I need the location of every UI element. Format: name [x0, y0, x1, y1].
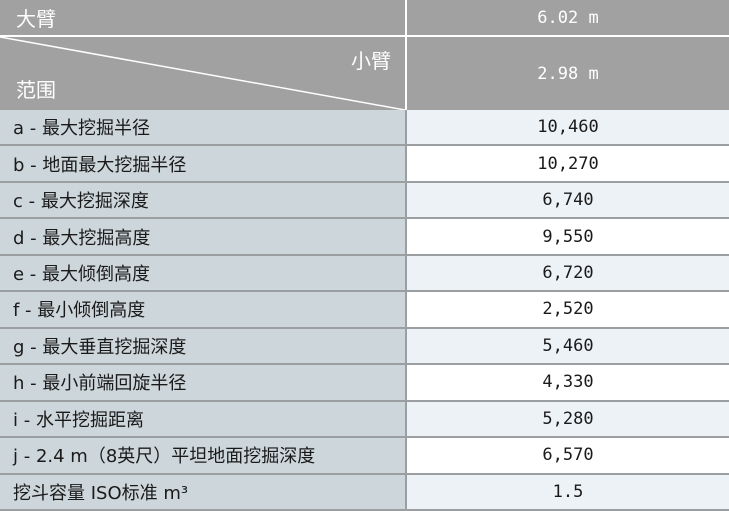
spec-label: d - 最大挖掘高度 — [0, 219, 407, 254]
spec-value: 10,270 — [407, 146, 729, 181]
spec-value: 9,550 — [407, 219, 729, 254]
arm-value: 2.98 m — [537, 63, 599, 84]
spec-value: 4,330 — [407, 365, 729, 400]
spec-label: e - 最大倾倒高度 — [0, 255, 407, 291]
spec-value: 6,570 — [407, 438, 729, 473]
spec-label: b - 地面最大挖掘半径 — [0, 146, 407, 181]
boom-header-cell: 大臂 — [0, 0, 407, 37]
spec-value: 2,520 — [407, 292, 729, 327]
spec-label: c - 最大挖掘深度 — [0, 182, 407, 218]
spec-label: j - 2.4 m（8英尺）平坦地面挖掘深度 — [0, 438, 407, 473]
spec-row-b: b - 地面最大挖掘半径 10,270 — [0, 146, 729, 183]
spec-row-c: c - 最大挖掘深度 6,740 — [0, 182, 729, 220]
spec-row-g: g - 最大垂直挖掘深度 5,460 — [0, 328, 729, 366]
spec-label: 挖斗容量 ISO标准 m³ — [0, 474, 407, 509]
spec-label: i - 水平挖掘距离 — [0, 401, 407, 437]
arm-value-cell: 2.98 m — [407, 37, 729, 110]
spec-row-bucket-capacity: 挖斗容量 ISO标准 m³ 1.5 — [0, 474, 729, 511]
spec-value: 5,460 — [407, 328, 729, 364]
spec-row-h: h - 最小前端回旋半径 4,330 — [0, 365, 729, 402]
spec-value: 1.5 — [407, 474, 729, 509]
spec-value: 6,740 — [407, 182, 729, 218]
spec-row-e: e - 最大倾倒高度 6,720 — [0, 255, 729, 293]
arm-range-header-cell: 小臂 范围 — [0, 37, 407, 110]
spec-row-a: a - 最大挖掘半径 10,460 — [0, 110, 729, 147]
arm-label: 小臂 — [351, 49, 391, 73]
boom-value-cell: 6.02 m — [407, 0, 729, 37]
spec-value: 6,720 — [407, 255, 729, 291]
spec-value: 10,460 — [407, 110, 729, 145]
spec-label: g - 最大垂直挖掘深度 — [0, 328, 407, 364]
spec-row-i: i - 水平挖掘距离 5,280 — [0, 401, 729, 439]
boom-value: 6.02 m — [537, 7, 599, 28]
range-label: 范围 — [16, 78, 56, 102]
boom-label: 大臂 — [16, 7, 56, 31]
spec-row-j: j - 2.4 m（8英尺）平坦地面挖掘深度 6,570 — [0, 438, 729, 475]
table-body: a - 最大挖掘半径 10,460 b - 地面最大挖掘半径 10,270 c … — [0, 110, 729, 511]
spec-label: h - 最小前端回旋半径 — [0, 365, 407, 400]
table-header: 大臂 6.02 m 小臂 范围 2.98 m — [0, 0, 729, 110]
spec-label: a - 最大挖掘半径 — [0, 110, 407, 145]
spec-row-f: f - 最小倾倒高度 2,520 — [0, 292, 729, 329]
spec-row-d: d - 最大挖掘高度 9,550 — [0, 219, 729, 256]
spec-label: f - 最小倾倒高度 — [0, 292, 407, 327]
spec-value: 5,280 — [407, 401, 729, 437]
header-diagonal-line — [0, 37, 405, 110]
